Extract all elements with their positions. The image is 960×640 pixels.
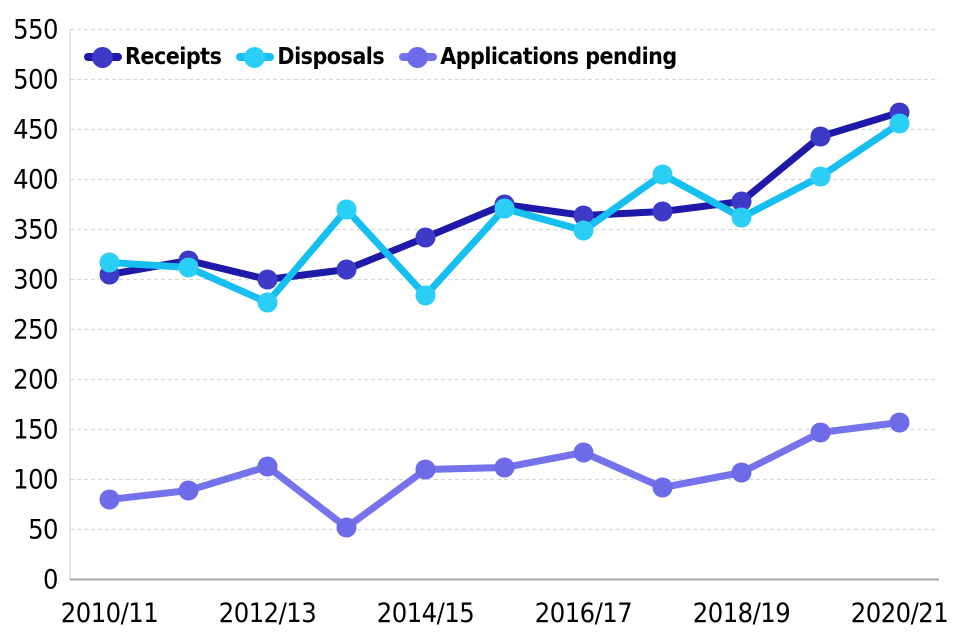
legend-label-disposals: Disposals: [277, 44, 385, 70]
receipts-legend-marker-icon: [84, 46, 122, 68]
data-point-disposals[interactable]: [178, 257, 199, 278]
data-point-disposals[interactable]: [652, 164, 673, 185]
y-axis-tick-label: 450: [13, 115, 58, 146]
data-point-applications-pending[interactable]: [652, 477, 673, 498]
applications-pending-legend-marker-icon: [399, 46, 438, 68]
y-axis-tick-label: 350: [13, 215, 58, 246]
data-point-receipts[interactable]: [810, 126, 831, 147]
data-point-disposals[interactable]: [573, 220, 594, 241]
data-point-applications-pending[interactable]: [810, 422, 831, 443]
y-axis-tick-label: 300: [13, 265, 58, 296]
y-axis-tick-label: 400: [13, 165, 58, 196]
data-point-applications-pending[interactable]: [889, 412, 910, 433]
y-axis-tick-label: 0: [43, 565, 58, 596]
data-point-applications-pending[interactable]: [731, 462, 752, 483]
legend-label-applications-pending: Applications pending: [440, 44, 677, 70]
y-axis-tick-label: 150: [13, 415, 58, 446]
data-point-applications-pending[interactable]: [178, 480, 199, 501]
data-point-applications-pending[interactable]: [257, 456, 278, 477]
data-point-disposals[interactable]: [336, 199, 357, 220]
data-point-applications-pending[interactable]: [494, 457, 515, 478]
data-point-receipts[interactable]: [336, 259, 357, 280]
data-point-applications-pending[interactable]: [573, 442, 594, 463]
data-point-disposals[interactable]: [415, 285, 436, 306]
data-point-receipts[interactable]: [415, 227, 436, 248]
y-axis-tick-label: 500: [13, 65, 58, 96]
data-point-applications-pending[interactable]: [336, 517, 357, 538]
data-point-applications-pending[interactable]: [99, 489, 120, 510]
chart-legend: Receipts Disposals Applications pending: [84, 40, 677, 74]
y-axis-tick-label: 50: [28, 515, 58, 546]
data-point-receipts[interactable]: [652, 201, 673, 222]
y-axis-tick-label: 550: [13, 15, 58, 46]
data-point-disposals[interactable]: [494, 198, 515, 219]
x-axis-tick-label: 2012/13: [219, 598, 316, 629]
x-axis-tick-label: 2010/11: [61, 598, 158, 629]
y-axis-tick-label: 200: [13, 365, 58, 396]
x-axis-tick-label: 2020/21: [851, 598, 948, 629]
data-point-disposals[interactable]: [99, 252, 120, 273]
x-axis-tick-label: 2016/17: [535, 598, 632, 629]
x-axis-tick-label: 2014/15: [377, 598, 474, 629]
y-axis-tick-label: 100: [13, 465, 58, 496]
data-point-disposals[interactable]: [810, 166, 831, 187]
legend-item-receipts[interactable]: Receipts: [84, 44, 222, 70]
data-point-receipts[interactable]: [731, 191, 752, 212]
legend-label-receipts: Receipts: [125, 44, 222, 70]
data-point-disposals[interactable]: [257, 292, 278, 313]
data-point-disposals[interactable]: [731, 207, 752, 228]
y-axis-tick-label: 250: [13, 315, 58, 346]
data-point-receipts[interactable]: [257, 269, 278, 290]
legend-item-applications-pending[interactable]: Applications pending: [399, 44, 677, 70]
data-point-receipts[interactable]: [573, 205, 594, 226]
disposals-legend-marker-icon: [236, 46, 275, 68]
data-point-applications-pending[interactable]: [415, 459, 436, 480]
x-axis-tick-label: 2018/19: [693, 598, 790, 629]
data-point-disposals[interactable]: [889, 113, 910, 134]
legend-item-disposals[interactable]: Disposals: [236, 44, 385, 70]
